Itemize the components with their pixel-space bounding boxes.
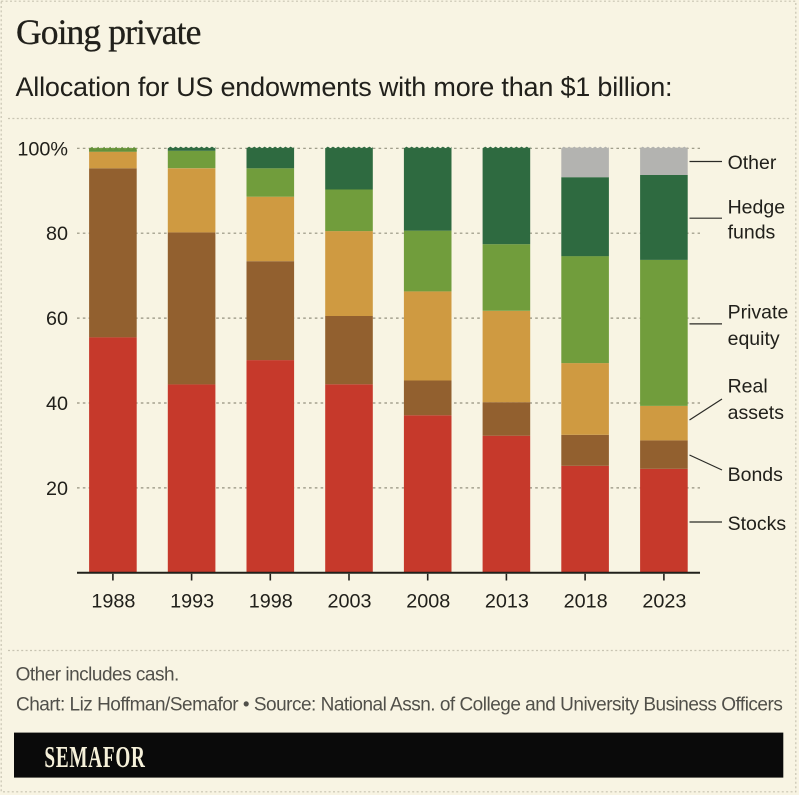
svg-text:Hedge: Hedge [728, 197, 785, 219]
svg-text:Bonds: Bonds [728, 464, 784, 486]
svg-text:equity: equity [728, 328, 780, 350]
svg-text:Private: Private [728, 302, 789, 324]
svg-text:2008: 2008 [406, 591, 450, 613]
svg-text:40: 40 [46, 393, 68, 415]
svg-text:2003: 2003 [327, 591, 371, 613]
svg-text:1988: 1988 [91, 591, 135, 613]
svg-text:Other: Other [728, 152, 777, 174]
svg-text:Chart: Liz Hoffman/Semafor • S: Chart: Liz Hoffman/Semafor • Source: Nat… [16, 695, 782, 716]
svg-text:1993: 1993 [170, 591, 214, 613]
svg-text:Allocation for US endowments w: Allocation for US endowments with more t… [16, 72, 673, 102]
svg-text:1998: 1998 [249, 591, 293, 613]
svg-text:Stocks: Stocks [728, 513, 787, 535]
svg-text:Other includes cash.: Other includes cash. [16, 665, 179, 686]
svg-text:SEMAFOR: SEMAFOR [44, 739, 145, 774]
svg-text:assets: assets [728, 402, 785, 424]
svg-text:2018: 2018 [564, 591, 608, 613]
svg-text:100%: 100% [17, 138, 68, 160]
svg-text:funds: funds [728, 221, 776, 243]
svg-text:Going private: Going private [16, 12, 201, 52]
svg-text:60: 60 [46, 308, 68, 330]
svg-text:Real: Real [728, 376, 768, 398]
svg-text:80: 80 [46, 223, 68, 245]
svg-text:2023: 2023 [642, 591, 686, 613]
svg-text:2013: 2013 [485, 591, 529, 613]
svg-text:20: 20 [46, 478, 68, 500]
